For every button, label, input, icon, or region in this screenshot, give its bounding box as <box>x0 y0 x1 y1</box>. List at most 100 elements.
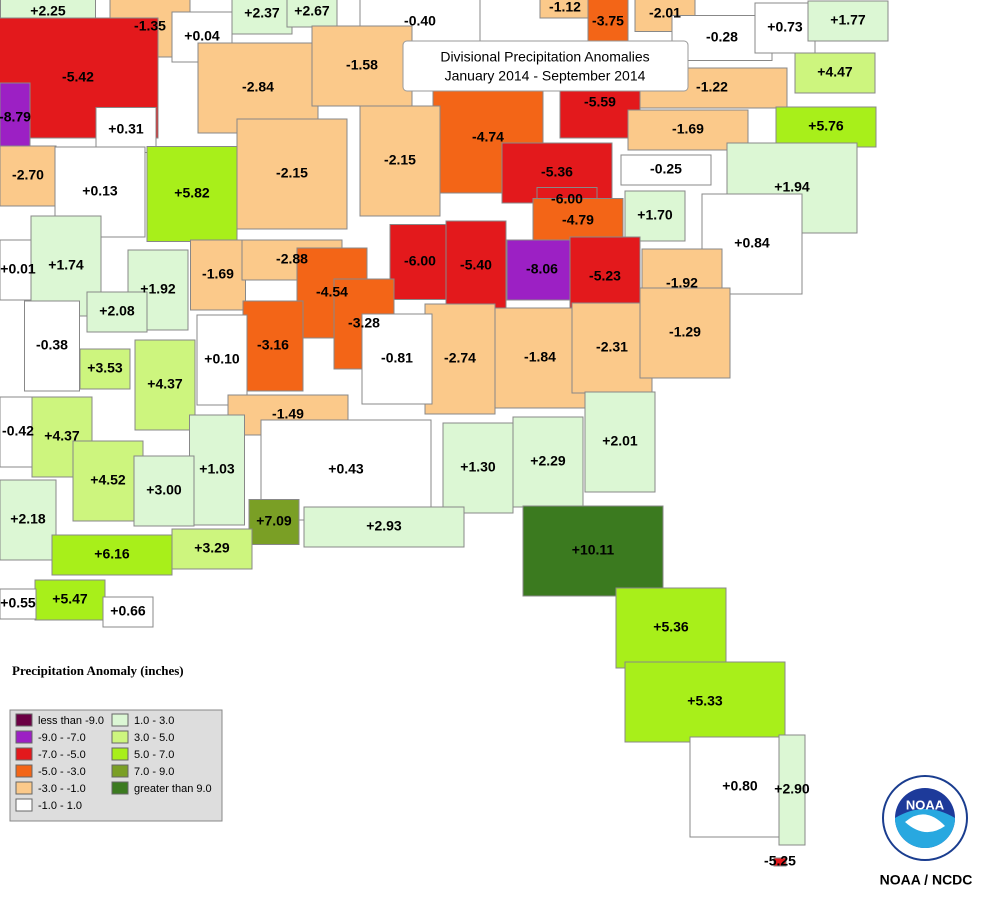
division-label: +5.47 <box>52 591 88 607</box>
division-label: +0.13 <box>82 183 118 199</box>
division <box>311 25 413 107</box>
division-label: -0.81 <box>381 350 413 366</box>
division-label: +1.77 <box>830 12 866 28</box>
legend-label: 1.0 - 3.0 <box>134 715 174 727</box>
division-label: -0.40 <box>404 13 436 29</box>
division-label: +1.03 <box>199 461 235 477</box>
division-label: -4.79 <box>562 212 594 228</box>
division-labels: +2.25 -1.35 +0.04 +2.37 +2.67 -0.40 -1.12 -3.75… <box>0 0 866 869</box>
division-label: -8.79 <box>0 109 31 125</box>
title-box <box>402 40 689 92</box>
legend-swatch <box>15 798 33 812</box>
division-label: -5.59 <box>584 94 616 110</box>
divisions <box>0 0 889 867</box>
division <box>189 414 245 526</box>
division <box>86 291 148 333</box>
division-label: -5.36 <box>541 164 573 180</box>
noaa-logo: NOAA <box>882 775 968 861</box>
legend-label: -9.0 - -7.0 <box>38 732 86 744</box>
division-label: -2.74 <box>444 350 476 366</box>
division <box>506 239 578 301</box>
division-label: +0.04 <box>184 28 220 44</box>
division-label: -0.38 <box>36 337 68 353</box>
division <box>24 300 80 392</box>
division-label: -2.01 <box>649 5 681 21</box>
division-label: +2.29 <box>530 453 566 469</box>
division-label: +3.29 <box>194 540 230 556</box>
division <box>615 587 727 669</box>
division-label: +10.11 <box>572 542 615 558</box>
division <box>248 499 300 545</box>
division-label: +2.37 <box>244 5 280 21</box>
division <box>242 300 304 392</box>
division-label: +3.53 <box>87 360 123 376</box>
division <box>794 52 876 94</box>
division-label: +0.10 <box>204 351 240 367</box>
legend-swatch <box>15 730 33 744</box>
division-label: -5.23 <box>589 268 621 284</box>
division <box>624 190 686 242</box>
legend-label: -5.0 - -3.0 <box>38 766 86 778</box>
legend-swatch <box>111 781 129 795</box>
division-label: +2.01 <box>602 433 638 449</box>
division-label: +0.55 <box>0 595 36 611</box>
legend-title: Precipitation Anomaly (inches) <box>12 663 184 678</box>
legend-swatch <box>111 713 129 727</box>
division-label: -2.15 <box>384 152 416 168</box>
division-label: -1.69 <box>202 266 234 282</box>
division <box>624 661 786 743</box>
division <box>442 422 514 514</box>
division <box>773 857 787 867</box>
division-label: +2.08 <box>99 303 135 319</box>
legend-swatch <box>111 747 129 761</box>
division <box>0 239 37 301</box>
division-label: +2.93 <box>366 518 402 534</box>
legend-label: less than -9.0 <box>38 715 104 727</box>
division <box>51 534 173 576</box>
division-label: +0.73 <box>767 19 803 35</box>
division <box>134 339 196 431</box>
division-label: -4.54 <box>316 284 348 300</box>
division-label: +4.47 <box>817 64 853 80</box>
legend-swatch <box>111 764 129 778</box>
division-label: +1.94 <box>774 179 810 195</box>
division <box>584 391 656 493</box>
title-line: January 2014 - September 2014 <box>445 68 646 84</box>
division <box>512 416 584 508</box>
division-label: +4.37 <box>147 376 183 392</box>
division <box>620 154 712 186</box>
division <box>171 528 253 570</box>
division-label: +2.67 <box>294 3 330 19</box>
division-label: -1.84 <box>524 349 556 365</box>
legend-label: 7.0 - 9.0 <box>134 766 174 778</box>
division-label: +1.92 <box>140 281 176 297</box>
legend-label: 5.0 - 7.0 <box>134 749 174 761</box>
division <box>522 505 664 597</box>
division <box>146 146 238 242</box>
legend-swatch <box>15 781 33 795</box>
division-label: +2.25 <box>30 3 66 19</box>
division <box>231 0 293 35</box>
division-label: -0.42 <box>2 423 34 439</box>
division <box>807 0 889 42</box>
legend-swatch <box>15 764 33 778</box>
division-label: -3.16 <box>257 337 289 353</box>
division-label: -1.69 <box>672 121 704 137</box>
division-label: -5.42 <box>62 69 94 85</box>
division <box>236 118 348 230</box>
legend-label: greater than 9.0 <box>134 783 212 795</box>
division-label: -0.25 <box>650 161 682 177</box>
division-label: +2.90 <box>774 781 810 797</box>
division-label: -1.22 <box>696 79 728 95</box>
division-label: +4.52 <box>90 472 126 488</box>
legend-label: -7.0 - -5.0 <box>38 749 86 761</box>
legend-label: -1.0 - 1.0 <box>38 800 82 812</box>
division-label: +0.31 <box>108 121 144 137</box>
division-label: +0.84 <box>734 235 770 251</box>
division-label: -8.06 <box>526 261 558 277</box>
division-label: -1.35 <box>134 18 166 34</box>
division-label: -3.28 <box>348 315 380 331</box>
division-label: +0.66 <box>110 603 146 619</box>
